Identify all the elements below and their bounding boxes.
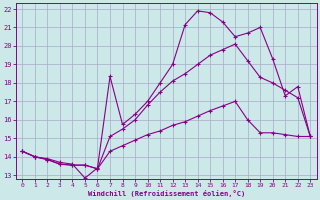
- X-axis label: Windchill (Refroidissement éolien,°C): Windchill (Refroidissement éolien,°C): [88, 190, 245, 197]
